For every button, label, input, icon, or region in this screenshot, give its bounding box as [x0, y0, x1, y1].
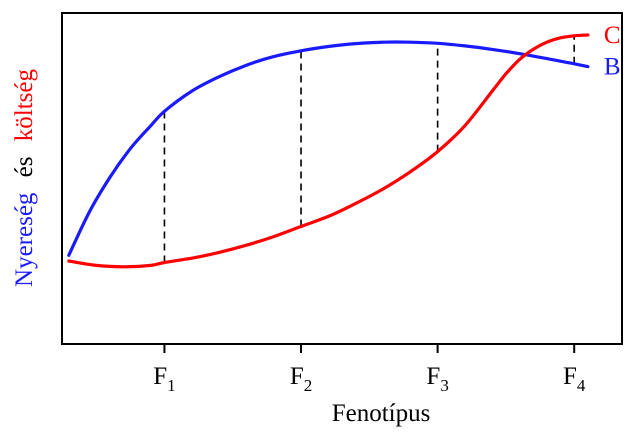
- series-line-benefit: [67, 40, 590, 257]
- plot-frame: [61, 12, 623, 345]
- y-axis-title-and: és: [11, 156, 38, 177]
- x-tick-label-1: F1: [153, 363, 175, 395]
- x-ticks: F1 F2 F3 F4: [153, 344, 586, 395]
- series-group: [67, 33, 590, 269]
- x-tick-label-2: F2: [290, 363, 312, 395]
- y-axis-title: Nyereség és költség: [11, 69, 38, 287]
- drop-lines: [163, 35, 575, 263]
- y-axis-title-cost: költség: [11, 69, 38, 142]
- y-axis-title-benefit: Nyereség: [11, 192, 38, 287]
- x-axis-title: Fenotípus: [332, 400, 431, 427]
- x-tick-label-3: F3: [426, 363, 448, 395]
- x-tick-label-4: F4: [563, 363, 586, 395]
- series-line-cost: [67, 33, 590, 269]
- series-label-benefit: B: [604, 54, 621, 81]
- series-label-cost: C: [604, 22, 621, 49]
- series-labels: BC: [604, 22, 621, 81]
